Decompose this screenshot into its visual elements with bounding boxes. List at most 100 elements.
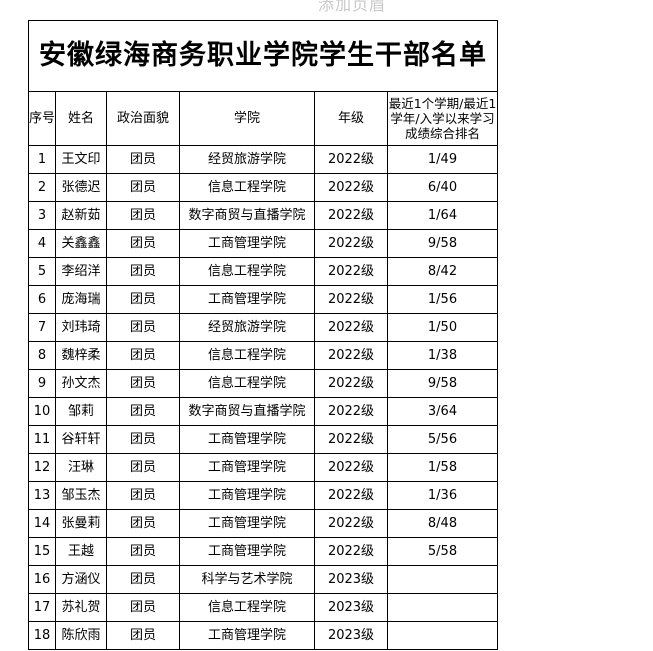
table-row: 2 张德迟 团员 信息工程学院 2022级 6/40 [28, 173, 499, 202]
cell-political-status: 团员 [106, 397, 180, 426]
cell-index: 4 [28, 229, 56, 258]
cell-name: 陈欣雨 [55, 621, 107, 650]
add-header-hint[interactable]: 添加页眉 [318, 0, 387, 14]
header-political-status: 政治面貌 [106, 91, 180, 146]
cell-grade: 2022级 [314, 285, 388, 314]
cell-grade: 2022级 [314, 313, 388, 342]
cell-ranking: 9/58 [386, 229, 499, 258]
cell-grade: 2022级 [314, 341, 388, 370]
cell-college: 工商管理学院 [179, 537, 315, 566]
cell-grade: 2022级 [314, 537, 388, 566]
cell-political-status: 团员 [106, 593, 180, 622]
cell-grade: 2023级 [314, 565, 388, 594]
cell-ranking: 8/42 [386, 257, 499, 286]
header-name: 姓名 [55, 91, 107, 146]
cell-grade: 2023级 [314, 621, 388, 650]
header-grade: 年级 [314, 91, 388, 146]
cell-name: 王越 [55, 537, 107, 566]
cell-grade: 2022级 [314, 229, 388, 258]
cell-name: 关鑫鑫 [55, 229, 107, 258]
table-row: 12 汪琳 团员 工商管理学院 2022级 1/58 [28, 453, 499, 482]
cell-college: 信息工程学院 [179, 593, 315, 622]
cell-name: 庞海瑞 [55, 285, 107, 314]
table-row: 6 庞海瑞 团员 工商管理学院 2022级 1/56 [28, 285, 499, 314]
table-row: 7 刘玮琦 团员 经贸旅游学院 2022级 1/50 [28, 313, 499, 342]
document-title: 安徽绿海商务职业学院学生干部名单 [27, 20, 499, 92]
cell-college: 信息工程学院 [179, 369, 315, 398]
cell-grade: 2022级 [314, 173, 388, 202]
cell-index: 2 [28, 173, 56, 202]
table-row: 14 张曼莉 团员 工商管理学院 2022级 8/48 [28, 509, 499, 538]
cell-index: 12 [28, 453, 56, 482]
cell-index: 14 [28, 509, 56, 538]
cell-college: 工商管理学院 [179, 425, 315, 454]
cell-college: 工商管理学院 [179, 229, 315, 258]
cell-college: 工商管理学院 [179, 621, 315, 650]
cell-grade: 2022级 [314, 453, 388, 482]
cell-name: 张德迟 [55, 173, 107, 202]
cell-political-status: 团员 [106, 509, 180, 538]
cell-political-status: 团员 [106, 229, 180, 258]
table-row: 1 王文印 团员 经贸旅游学院 2022级 1/49 [28, 145, 499, 174]
cell-college: 数字商贸与直播学院 [179, 397, 315, 426]
cell-political-status: 团员 [106, 313, 180, 342]
cell-grade: 2022级 [314, 425, 388, 454]
cell-political-status: 团员 [106, 453, 180, 482]
cell-political-status: 团员 [106, 257, 180, 286]
cell-ranking: 1/58 [386, 453, 499, 482]
cell-index: 11 [28, 425, 56, 454]
cell-college: 信息工程学院 [179, 257, 315, 286]
table-row: 17 苏礼贺 团员 信息工程学院 2023级 [28, 593, 499, 622]
cell-ranking: 8/48 [386, 509, 499, 538]
table-row: 18 陈欣雨 团员 工商管理学院 2023级 [28, 621, 499, 650]
cell-name: 方涵仪 [55, 565, 107, 594]
cell-name: 魏梓柔 [55, 341, 107, 370]
table-row: 8 魏梓柔 团员 信息工程学院 2022级 1/38 [28, 341, 499, 370]
cell-name: 汪琳 [55, 453, 107, 482]
table-row: 11 谷轩轩 团员 工商管理学院 2022级 5/56 [28, 425, 499, 454]
table-row: 10 邹莉 团员 数字商贸与直播学院 2022级 3/64 [28, 397, 499, 426]
cell-college: 科学与艺术学院 [179, 565, 315, 594]
cell-college: 经贸旅游学院 [179, 313, 315, 342]
cell-ranking [386, 565, 499, 594]
cell-grade: 2022级 [314, 201, 388, 230]
cell-index: 6 [28, 285, 56, 314]
cell-college: 工商管理学院 [179, 285, 315, 314]
cell-name: 王文印 [55, 145, 107, 174]
header-index: 序号 [28, 91, 56, 146]
table-row: 9 孙文杰 团员 信息工程学院 2022级 9/58 [28, 369, 499, 398]
cell-ranking: 1/56 [386, 285, 499, 314]
cell-political-status: 团员 [106, 173, 180, 202]
cell-index: 1 [28, 145, 56, 174]
table-row: 4 关鑫鑫 团员 工商管理学院 2022级 9/58 [28, 229, 499, 258]
cell-political-status: 团员 [106, 285, 180, 314]
cell-ranking: 3/64 [386, 397, 499, 426]
cell-name: 苏礼贺 [55, 593, 107, 622]
cell-name: 邹莉 [55, 397, 107, 426]
cell-index: 5 [28, 257, 56, 286]
cell-ranking: 1/38 [386, 341, 499, 370]
cell-index: 8 [28, 341, 56, 370]
cell-ranking: 1/64 [386, 201, 499, 230]
cell-ranking: 9/58 [386, 369, 499, 398]
cell-name: 李绍洋 [55, 257, 107, 286]
cell-political-status: 团员 [106, 369, 180, 398]
cell-index: 15 [28, 537, 56, 566]
cell-grade: 2022级 [314, 481, 388, 510]
table-row: 13 邹玉杰 团员 工商管理学院 2022级 1/36 [28, 481, 499, 510]
cell-grade: 2022级 [314, 257, 388, 286]
cell-name: 邹玉杰 [55, 481, 107, 510]
cell-index: 10 [28, 397, 56, 426]
header-ranking: 最近1个学期/最近1学年/入学以来学习成绩综合排名 [386, 91, 499, 146]
cell-index: 9 [28, 369, 56, 398]
cell-index: 13 [28, 481, 56, 510]
table-row: 15 王越 团员 工商管理学院 2022级 5/58 [28, 537, 499, 566]
cell-name: 刘玮琦 [55, 313, 107, 342]
cell-political-status: 团员 [106, 425, 180, 454]
cell-college: 工商管理学院 [179, 453, 315, 482]
cell-political-status: 团员 [106, 341, 180, 370]
student-cadre-table: 安徽绿海商务职业学院学生干部名单 序号 姓名 政治面貌 学院 年级 最近1个学期/最近1学… [27, 20, 499, 650]
cell-name: 孙文杰 [55, 369, 107, 398]
cell-political-status: 团员 [106, 145, 180, 174]
cell-index: 17 [28, 593, 56, 622]
